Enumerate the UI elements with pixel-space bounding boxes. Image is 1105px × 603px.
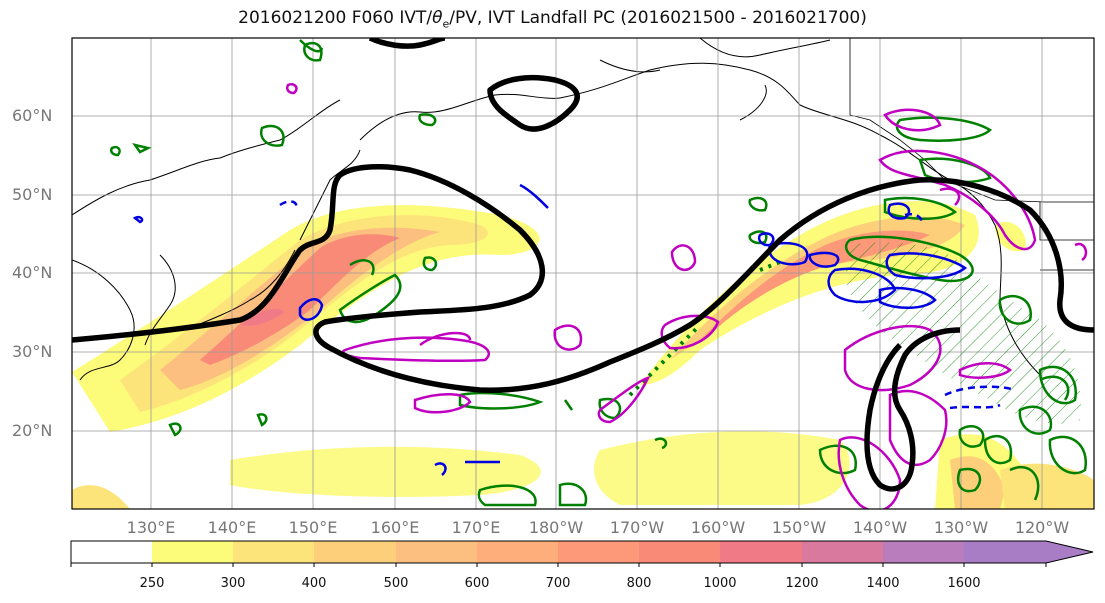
lon-label: 150°E xyxy=(288,518,338,537)
lon-label: 120°W xyxy=(1014,518,1070,537)
pv-contours xyxy=(132,183,968,476)
lon-label: 140°E xyxy=(207,518,257,537)
lon-label: 130°W xyxy=(933,518,989,537)
colorbar-label: 300 xyxy=(220,576,246,591)
lon-label: 180°W xyxy=(528,518,584,537)
colorbar-swatch xyxy=(233,541,314,563)
lat-label: 60°N xyxy=(12,106,53,125)
lat-label: 30°N xyxy=(12,342,53,361)
theta-e-dashes xyxy=(628,260,781,397)
colorbar-label: 1200 xyxy=(785,576,819,591)
colorbar xyxy=(70,540,1094,567)
lon-label: 170°E xyxy=(451,518,501,537)
colorbar-swatch xyxy=(558,541,639,563)
theta-e-contours xyxy=(110,39,1088,507)
lon-label: 170°W xyxy=(609,518,665,537)
colorbar-label: 700 xyxy=(545,576,571,591)
map-title: 2016021200 F060 IVT/θe/PV, IVT Landfall … xyxy=(238,8,867,31)
lon-label: 160°E xyxy=(370,518,420,537)
colorbar-extend-arrow xyxy=(964,541,1093,563)
colorbar-swatch xyxy=(639,541,720,563)
lon-label: 130°E xyxy=(126,518,176,537)
map-frame xyxy=(71,37,1095,510)
colorbar-label: 600 xyxy=(464,576,490,591)
colorbar-swatch xyxy=(71,541,152,563)
colorbar-label: 1400 xyxy=(866,576,900,591)
lon-label: 140°W xyxy=(852,518,908,537)
colorbar-swatch xyxy=(152,541,233,563)
pv-negative-contours xyxy=(286,83,1088,509)
colorbar-label: 1000 xyxy=(703,576,737,591)
colorbar-swatch xyxy=(720,541,802,563)
ivt-landfall-contours xyxy=(72,38,1094,492)
colorbar-label: 800 xyxy=(626,576,652,591)
lat-label: 50°N xyxy=(12,185,53,204)
colorbar-label: 500 xyxy=(383,576,409,591)
colorbar-label: 400 xyxy=(301,576,327,591)
lon-label: 150°W xyxy=(771,518,827,537)
colorbar-swatch xyxy=(883,541,964,563)
colorbar-swatch xyxy=(477,541,558,563)
colorbar-swatch xyxy=(396,541,477,563)
lat-label: 20°N xyxy=(12,421,53,440)
colorbar-outline xyxy=(70,540,1094,564)
colorbar-swatch xyxy=(314,541,396,563)
colorbar-label: 1600 xyxy=(947,576,981,591)
lat-label: 40°N xyxy=(12,263,53,282)
pv-dashed-contours xyxy=(279,200,1016,410)
colorbar-swatch xyxy=(802,541,883,563)
lon-label: 160°W xyxy=(690,518,746,537)
colorbar-label: 250 xyxy=(139,576,165,591)
